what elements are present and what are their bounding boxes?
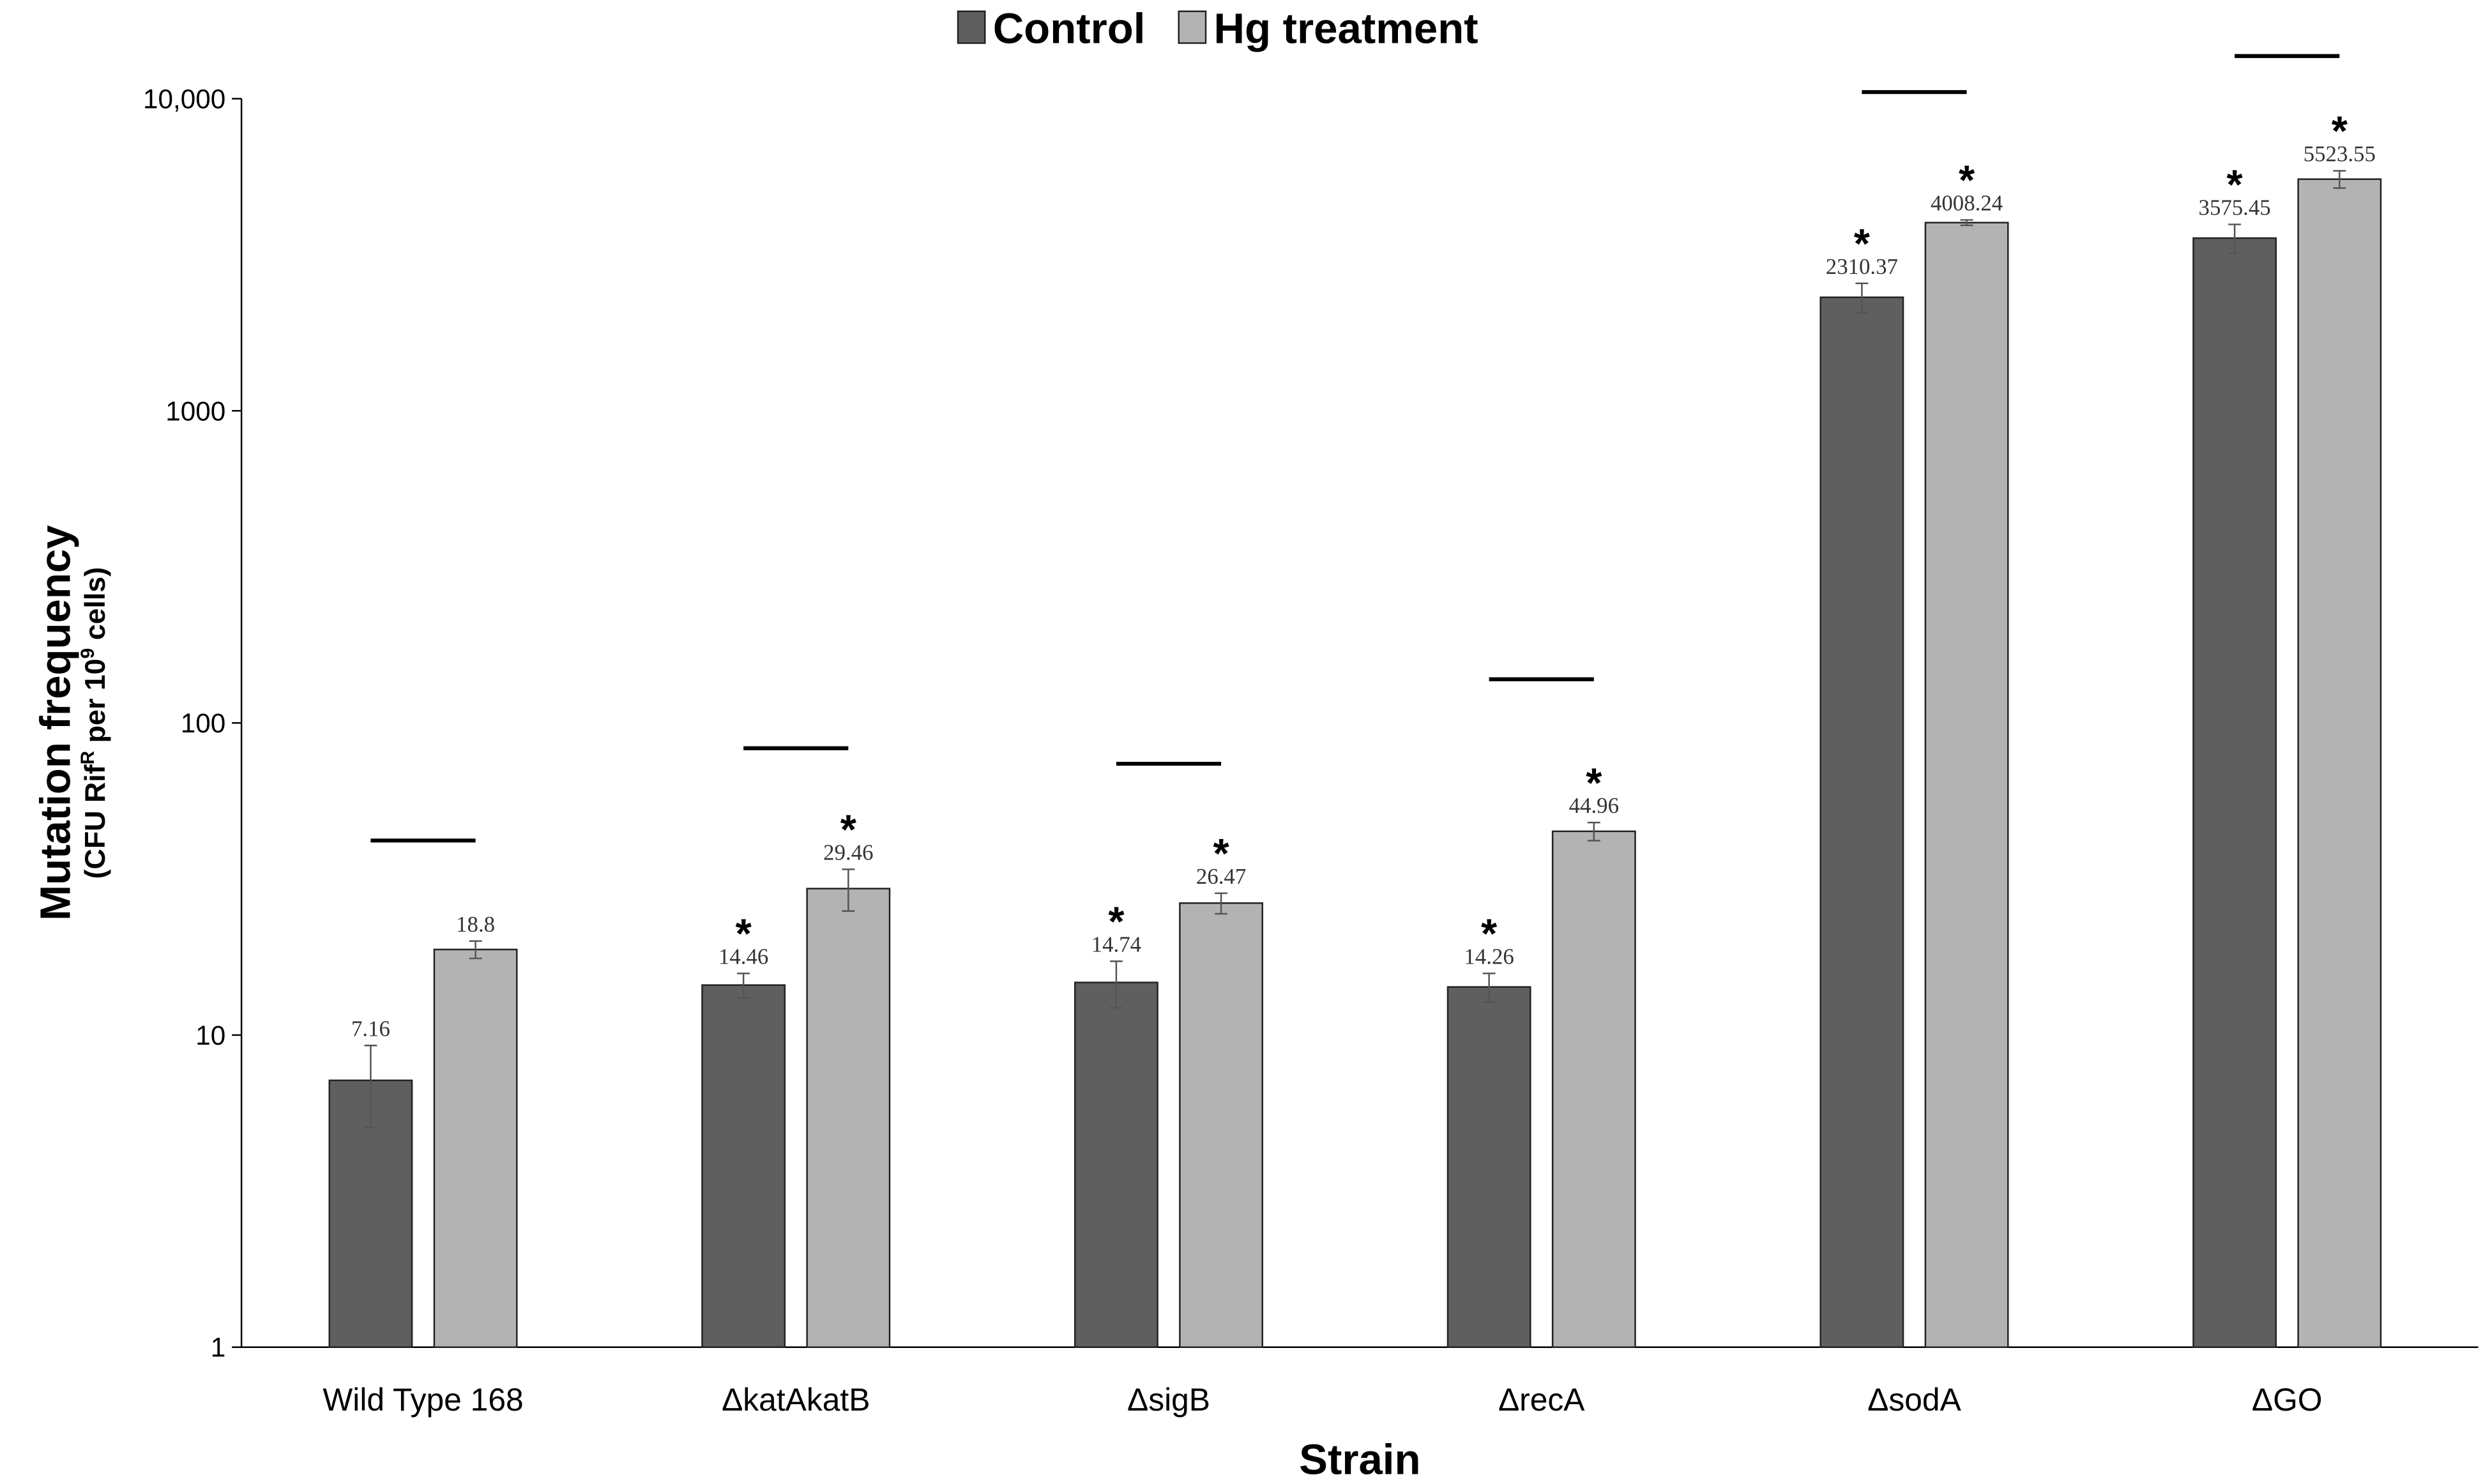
legend-swatch-hg: [1178, 10, 1207, 44]
bar-hg: [1179, 902, 1263, 1348]
data-label: 26.47: [1196, 864, 1246, 889]
significance-asterisk: *: [2227, 162, 2244, 208]
x-tick-label: ΔsodA: [1867, 1382, 1961, 1418]
data-label: 4008.24: [1931, 191, 2003, 216]
bar-hg: [1551, 830, 1636, 1348]
data-label: 18.8: [456, 912, 495, 937]
y-axis-sublabel: (CFU RifR per 109 cells): [77, 567, 111, 879]
significance-asterisk: *: [736, 911, 752, 957]
legend-label-control: Control: [993, 4, 1146, 52]
bar-hg: [2297, 178, 2382, 1348]
legend: Control Hg treatment: [957, 4, 1478, 52]
significance-asterisk: *: [1108, 898, 1125, 945]
x-tick-label: Wild Type 168: [323, 1382, 523, 1418]
x-tick-label: ΔsigB: [1127, 1382, 1210, 1418]
significance-asterisk: *: [1213, 830, 1229, 877]
legend-label-hg: Hg treatment: [1213, 4, 1478, 52]
bar-hg: [1924, 222, 2009, 1348]
bar-control: [2192, 237, 2277, 1348]
data-label: 2310.37: [1826, 254, 1898, 279]
data-label: 29.46: [823, 840, 873, 865]
y-axis-label: Mutation frequency: [31, 525, 79, 920]
legend-swatch-control: [957, 10, 986, 44]
significance-asterisk: *: [1854, 220, 1871, 267]
bar-control: [1447, 986, 1531, 1348]
significance-asterisk: *: [2332, 108, 2348, 155]
data-label: 7.16: [351, 1016, 390, 1041]
bar-control: [1819, 296, 1904, 1348]
x-axis-title: Strain: [1299, 1436, 1420, 1484]
y-tick-label: 1: [211, 1333, 226, 1363]
x-tick-label: ΔkatAkatB: [722, 1382, 870, 1418]
y-tick-label: 100: [181, 708, 226, 738]
data-label: 44.96: [1569, 793, 1619, 818]
significance-asterisk: *: [840, 806, 857, 853]
bar-control: [1074, 981, 1158, 1348]
y-tick-label: 10: [195, 1020, 225, 1050]
data-label: 14.74: [1091, 932, 1141, 957]
significance-asterisk: *: [1586, 759, 1602, 806]
y-tick-label: 10,000: [143, 84, 225, 114]
significance-asterisk: *: [1959, 157, 1975, 204]
data-label: 3575.45: [2199, 195, 2271, 220]
y-tick-label: 1000: [165, 396, 225, 426]
significance-asterisk: *: [1481, 911, 1498, 957]
bar-hg: [433, 948, 518, 1348]
x-tick-label: ΔrecA: [1498, 1382, 1585, 1418]
data-label: 5523.55: [2304, 142, 2376, 167]
data-label: 14.26: [1464, 944, 1514, 969]
plot-area: 1 10 100 1000 10,000 Wild Type 168 7.16 18.8 Δka…: [143, 54, 2479, 1418]
bar-hg: [806, 888, 891, 1348]
y-axis-title: Mutation frequency (CFU RifR per 109 cel…: [31, 525, 111, 920]
x-tick-label: ΔGO: [2252, 1382, 2323, 1418]
bar-control: [701, 984, 786, 1348]
data-label: 14.46: [718, 944, 768, 969]
